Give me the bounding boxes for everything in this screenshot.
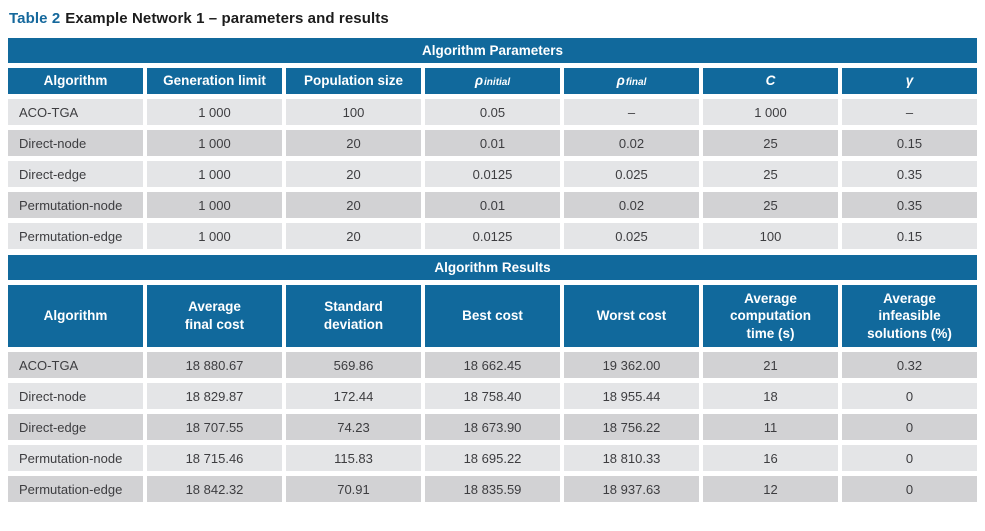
cell-algorithm: Permutation-node	[8, 445, 143, 471]
cell-average-infeasible-solutions: 0	[842, 414, 977, 440]
cell-average-computation-time: 12	[703, 476, 838, 502]
column-header-worst-cost: Worst cost	[564, 285, 699, 347]
cell-population-size: 20	[286, 161, 421, 187]
cell-rho-initial: 0.01	[425, 130, 560, 156]
cell-algorithm: Permutation-edge	[8, 223, 143, 249]
table-caption-text: Example Network 1 – parameters and resul…	[65, 10, 389, 27]
column-header-average-computation-time: Average computation time (s)	[703, 285, 838, 347]
cell-average-final-cost: 18 829.87	[147, 383, 282, 409]
column-header-population-size: Population size	[286, 68, 421, 94]
cell-gamma: 0.35	[842, 192, 977, 218]
column-header-best-cost: Best cost	[425, 285, 560, 347]
cell-algorithm: Direct-node	[8, 383, 143, 409]
cell-average-final-cost: 18 880.67	[147, 352, 282, 378]
cell-rho-final: 0.025	[564, 161, 699, 187]
cell-generation-limit: 1 000	[147, 161, 282, 187]
cell-rho-initial: 0.0125	[425, 223, 560, 249]
cell-average-computation-time: 21	[703, 352, 838, 378]
cell-average-computation-time: 16	[703, 445, 838, 471]
cell-best-cost: 18 662.45	[425, 352, 560, 378]
gamma-symbol: γ	[905, 73, 914, 89]
cell-worst-cost: 19 362.00	[564, 352, 699, 378]
cell-population-size: 20	[286, 130, 421, 156]
cell-rho-final: 0.02	[564, 192, 699, 218]
column-header-algorithm: Algorithm	[8, 68, 143, 94]
cell-rho-initial: 0.05	[425, 99, 560, 125]
cell-population-size: 100	[286, 99, 421, 125]
cell-algorithm: Permutation-node	[8, 192, 143, 218]
cell-average-infeasible-solutions: 0.32	[842, 352, 977, 378]
cell-worst-cost: 18 810.33	[564, 445, 699, 471]
rho-symbol: ρ	[616, 73, 625, 89]
cell-standard-deviation: 74.23	[286, 414, 421, 440]
cell-generation-limit: 1 000	[147, 130, 282, 156]
cell-gamma: 0.35	[842, 161, 977, 187]
parameters-section-header: Algorithm Parameters	[8, 38, 977, 63]
cell-average-computation-time: 18	[703, 383, 838, 409]
column-header-generation-limit: Generation limit	[147, 68, 282, 94]
cell-worst-cost: 18 756.22	[564, 414, 699, 440]
column-header-average-final-cost: Average final cost	[147, 285, 282, 347]
cell-algorithm: Direct-edge	[8, 161, 143, 187]
cell-rho-final: –	[564, 99, 699, 125]
cell-average-infeasible-solutions: 0	[842, 383, 977, 409]
column-header-standard-deviation: Standard deviation	[286, 285, 421, 347]
cell-standard-deviation: 115.83	[286, 445, 421, 471]
cell-algorithm: Direct-node	[8, 130, 143, 156]
cell-rho-initial: 0.0125	[425, 161, 560, 187]
cell-gamma: –	[842, 99, 977, 125]
cell-worst-cost: 18 955.44	[564, 383, 699, 409]
cell-algorithm: Permutation-edge	[8, 476, 143, 502]
column-header-average-infeasible-solutions: Average infeasible solutions (%)	[842, 285, 977, 347]
cell-c: 100	[703, 223, 838, 249]
cell-average-final-cost: 18 715.46	[147, 445, 282, 471]
cell-rho-initial: 0.01	[425, 192, 560, 218]
cell-average-infeasible-solutions: 0	[842, 445, 977, 471]
cell-best-cost: 18 695.22	[425, 445, 560, 471]
column-header-rho-initial: ρ initial	[425, 68, 560, 94]
cell-standard-deviation: 70.91	[286, 476, 421, 502]
cell-gamma: 0.15	[842, 130, 977, 156]
cell-population-size: 20	[286, 223, 421, 249]
cell-generation-limit: 1 000	[147, 99, 282, 125]
cell-algorithm: Direct-edge	[8, 414, 143, 440]
results-section-header: Algorithm Results	[8, 255, 977, 280]
cell-gamma: 0.15	[842, 223, 977, 249]
cell-standard-deviation: 172.44	[286, 383, 421, 409]
c-symbol: C	[765, 73, 776, 89]
table-caption-number: Table 2	[9, 10, 61, 27]
column-header-c: C	[703, 68, 838, 94]
column-header-algorithm: Algorithm	[8, 285, 143, 347]
parameters-table: Algorithm Parameters Algorithm Generatio…	[8, 38, 977, 249]
cell-average-infeasible-solutions: 0	[842, 476, 977, 502]
cell-rho-final: 0.025	[564, 223, 699, 249]
results-table: Algorithm Results Algorithm Average fina…	[8, 255, 977, 502]
cell-c: 1 000	[703, 99, 838, 125]
cell-average-final-cost: 18 842.32	[147, 476, 282, 502]
cell-population-size: 20	[286, 192, 421, 218]
cell-c: 25	[703, 192, 838, 218]
cell-average-computation-time: 11	[703, 414, 838, 440]
cell-standard-deviation: 569.86	[286, 352, 421, 378]
table-caption: Table 2 Example Network 1 – parameters an…	[9, 10, 977, 27]
cell-best-cost: 18 835.59	[425, 476, 560, 502]
cell-best-cost: 18 758.40	[425, 383, 560, 409]
cell-c: 25	[703, 161, 838, 187]
column-header-gamma: γ	[842, 68, 977, 94]
cell-generation-limit: 1 000	[147, 223, 282, 249]
cell-c: 25	[703, 130, 838, 156]
cell-average-final-cost: 18 707.55	[147, 414, 282, 440]
cell-generation-limit: 1 000	[147, 192, 282, 218]
page: Table 2 Example Network 1 – parameters an…	[8, 10, 977, 502]
rho-symbol: ρ	[474, 73, 484, 89]
cell-algorithm: ACO-TGA	[8, 352, 143, 378]
column-header-rho-final: ρ final	[564, 68, 699, 94]
cell-rho-final: 0.02	[564, 130, 699, 156]
cell-algorithm: ACO-TGA	[8, 99, 143, 125]
cell-best-cost: 18 673.90	[425, 414, 560, 440]
cell-worst-cost: 18 937.63	[564, 476, 699, 502]
